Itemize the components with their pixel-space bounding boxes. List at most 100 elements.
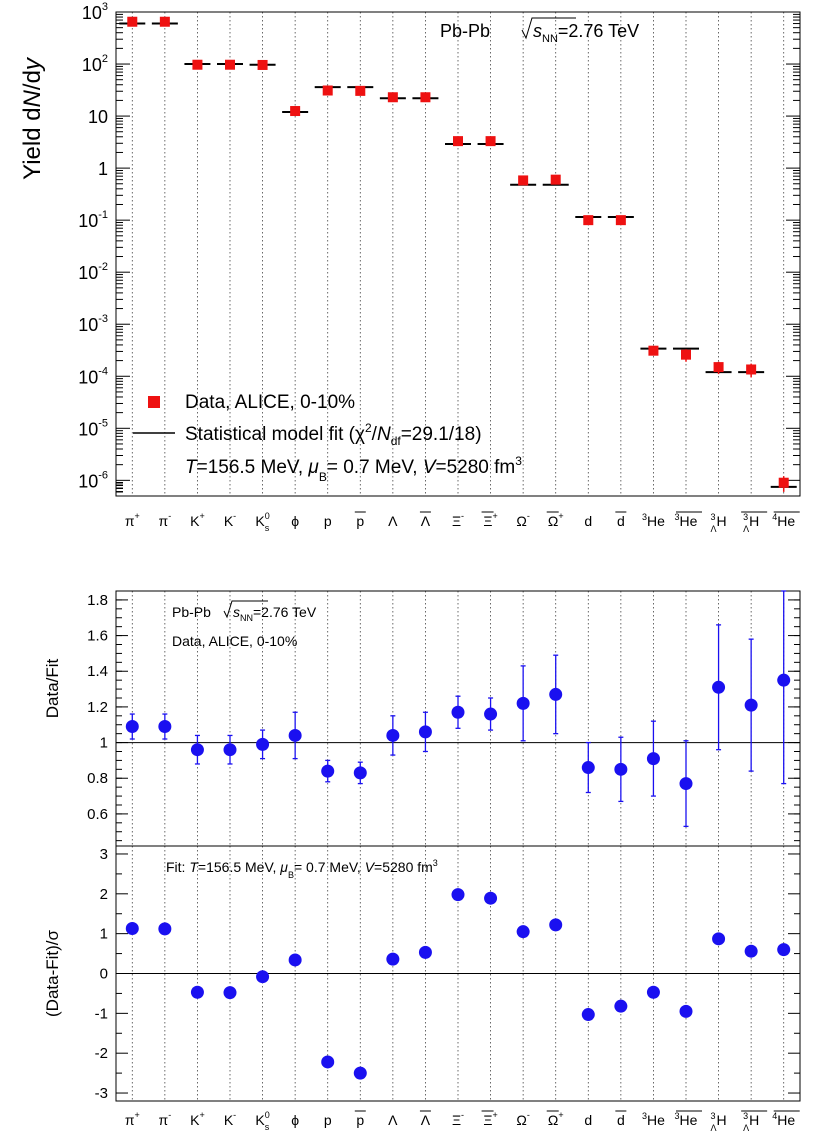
- data-point: [744, 698, 758, 712]
- y-tick-label: 10-3: [78, 313, 108, 335]
- collision-annotation: sNN=2.76 TeV: [233, 604, 317, 623]
- tick-label: 3He: [642, 1111, 665, 1128]
- y-tick-label: -2: [95, 1045, 108, 1062]
- data-point: [713, 362, 724, 373]
- tick-label: K0 s: [255, 1110, 269, 1132]
- data-point: [321, 764, 335, 778]
- tick-label: 3He: [642, 512, 665, 529]
- data-point: [386, 952, 400, 966]
- data-point: [712, 680, 726, 694]
- data-point: [550, 174, 561, 185]
- data-point: [777, 673, 791, 687]
- data-point: [257, 59, 268, 70]
- data-point: [225, 59, 235, 70]
- data-point: [777, 943, 791, 957]
- y-tick-label: 1.2: [87, 699, 108, 716]
- data-point: [453, 136, 463, 147]
- tick-label: d: [584, 1112, 592, 1128]
- tick-label: p: [356, 513, 364, 529]
- tick-label: d: [584, 513, 592, 529]
- tick-label: d: [617, 1112, 625, 1128]
- legend-fit-label: Statistical model fit (χ2/Ndf=29.1/18): [185, 421, 482, 448]
- y-axis-label: Yield dN/dy: [19, 56, 46, 180]
- data-point: [614, 762, 628, 776]
- collision-annotation: Pb-Pb: [172, 604, 211, 620]
- data-point: [353, 766, 367, 780]
- tick-label: π+: [125, 1110, 140, 1128]
- tick-label: K-: [224, 511, 236, 529]
- data-point: [746, 364, 757, 375]
- data-point: [355, 85, 366, 96]
- data-point: [353, 1066, 367, 1080]
- tick-label: Ξ-: [452, 511, 464, 529]
- tick-label: Ω+: [548, 511, 564, 529]
- data-point: [125, 720, 139, 734]
- tick-label: 3He: [675, 1111, 698, 1128]
- tick-label: π-: [159, 511, 172, 529]
- tick-label: Ω+: [548, 1110, 564, 1128]
- data-point: [192, 59, 203, 70]
- data-point: [712, 932, 726, 946]
- data-point: [418, 725, 432, 739]
- tick-label: Ω-: [516, 511, 529, 529]
- data-point: [778, 477, 789, 488]
- data-point: [646, 752, 660, 766]
- data-point: [190, 743, 204, 757]
- data-point: [583, 215, 594, 226]
- y-tick-label: 0.8: [87, 770, 108, 787]
- collision-annotation: sNN=2.76 TeV: [533, 21, 639, 45]
- legend-params-label: T=156.5 MeV, μB= 0.7 MeV, V=5280 fm3: [185, 454, 522, 484]
- legend-data-label: Data, ALICE, 0-10%: [185, 392, 355, 413]
- data-point: [418, 945, 432, 959]
- y-tick-label: 0.6: [87, 806, 108, 823]
- tick-label: p: [324, 513, 332, 529]
- tick-label: 3He: [675, 512, 698, 529]
- data-point: [158, 922, 172, 936]
- tick-label: π+: [125, 511, 140, 529]
- data-point: [158, 720, 172, 734]
- data-point: [451, 888, 465, 902]
- tick-label: Ξ-: [452, 1110, 464, 1128]
- y-tick-label: 3: [100, 846, 108, 863]
- tick-label: ϕ: [291, 1112, 299, 1128]
- data-point: [386, 728, 400, 742]
- y-tick-label: 1: [98, 159, 108, 179]
- y-tick-label: 1.6: [87, 628, 108, 645]
- sqrt-sign: [223, 600, 268, 619]
- data-point: [288, 728, 302, 742]
- data-point: [125, 921, 139, 935]
- tick-label: ϕ: [291, 513, 299, 529]
- y-axis-label: Data/Fit: [43, 658, 62, 718]
- deviation-panel: -3 -2 -1 0 1 2 3 (Data-Fit)/σ Fit: T=156.5 MeV, …: [43, 845, 801, 1133]
- y-tick-label: 10-6: [78, 469, 108, 491]
- legend-data-marker: [148, 396, 160, 408]
- data-point: [485, 136, 496, 147]
- tick-label: 3 ΛH: [743, 1111, 759, 1133]
- data-point: [679, 1004, 693, 1018]
- data-point: [614, 999, 628, 1013]
- y-tick-label: 10-4: [78, 365, 108, 387]
- y-tick-label: 10-5: [78, 417, 108, 439]
- tick-label: K+: [190, 1110, 205, 1128]
- tick-label: Ξ+: [483, 1110, 497, 1128]
- data-point: [516, 925, 530, 939]
- tick-label: 3 ΛH: [710, 512, 726, 534]
- data-point: [615, 215, 626, 226]
- data-point: [646, 985, 660, 999]
- data-point: [484, 891, 498, 905]
- y-tick-label: 1: [100, 926, 108, 943]
- y-tick-label: 102: [82, 53, 108, 75]
- tick-label: p: [356, 1112, 364, 1128]
- data-point: [387, 92, 398, 103]
- y-tick-label: 1.4: [87, 663, 108, 680]
- tick-label: Λ: [421, 1112, 431, 1128]
- tick-label: K+: [190, 511, 205, 529]
- data-point: [679, 777, 693, 791]
- data-annotation: Data, ALICE, 0-10%: [172, 633, 297, 649]
- data-point: [516, 696, 530, 710]
- y-tick-label: 10-2: [78, 261, 108, 283]
- y-tick-label: 1.8: [87, 592, 108, 609]
- y-tick-label: 2: [100, 886, 108, 903]
- y-tick-label: 10: [88, 107, 108, 127]
